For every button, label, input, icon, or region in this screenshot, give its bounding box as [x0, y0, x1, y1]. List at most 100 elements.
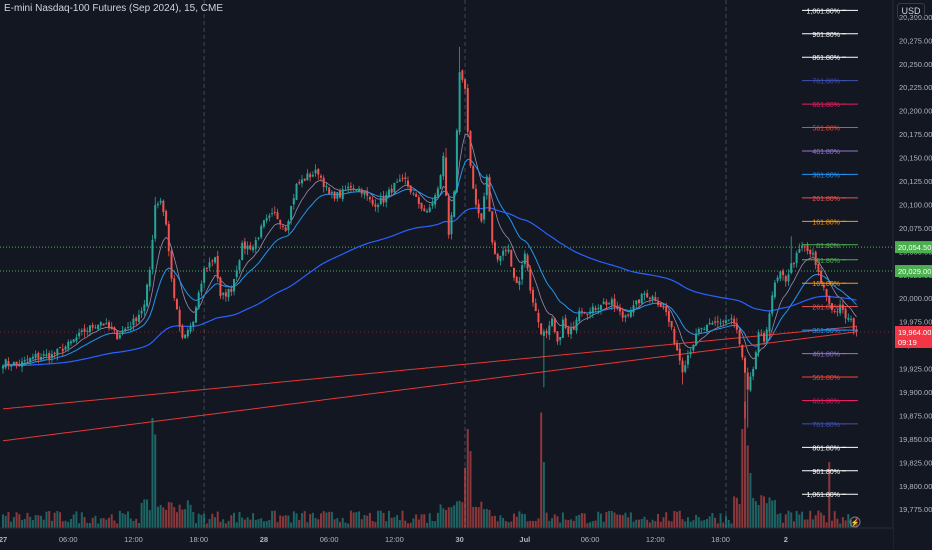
- volume-bar: [135, 518, 138, 528]
- candle-body: [618, 307, 621, 312]
- candle-body: [127, 326, 130, 328]
- volume-bar: [230, 515, 233, 528]
- candle-body: [559, 336, 562, 341]
- volume-bar: [684, 521, 687, 528]
- candle-body: [306, 173, 309, 181]
- volume-bar: [377, 510, 380, 528]
- fib-level-label: 961.80%: [812, 469, 840, 476]
- volume-bar: [284, 515, 287, 528]
- candle-body: [439, 175, 442, 190]
- volume-bar: [839, 523, 842, 528]
- candle-body: [768, 313, 771, 332]
- ma-100-line: [2, 207, 857, 367]
- candle-body: [377, 205, 380, 208]
- candle-body: [360, 189, 363, 194]
- candle-body: [784, 276, 787, 282]
- volume-bar: [719, 513, 722, 528]
- candle-body: [211, 260, 214, 262]
- volume-bar: [249, 519, 252, 528]
- candle-body: [561, 319, 564, 338]
- volume-bar: [455, 501, 458, 528]
- volume-bar: [254, 519, 257, 528]
- candle-body: [455, 130, 458, 192]
- volume-bar: [127, 511, 130, 528]
- volume-bar: [496, 521, 499, 528]
- candle-body: [803, 246, 806, 248]
- candle-body: [551, 318, 554, 326]
- candle-body: [194, 307, 197, 323]
- candle-body: [254, 240, 257, 249]
- candle-body: [423, 208, 426, 212]
- candle-body: [121, 330, 124, 334]
- volume-bar: [488, 509, 491, 528]
- volume-bar: [265, 520, 268, 528]
- candle-body: [828, 296, 831, 304]
- volume-bar: [69, 518, 72, 528]
- volume-bar: [651, 519, 654, 528]
- volume-bar: [795, 510, 798, 528]
- volume-bar: [844, 520, 847, 528]
- volume-bar: [716, 523, 719, 528]
- candle-body: [358, 188, 361, 192]
- candle-body: [53, 352, 56, 354]
- price-tick-label: 19,900.00: [899, 388, 932, 397]
- volume-bar: [205, 523, 208, 528]
- candle-body: [776, 277, 779, 281]
- volume-bar: [436, 512, 439, 528]
- volume-bar: [336, 518, 339, 528]
- candle-body: [733, 318, 736, 324]
- price-axis[interactable]: 20,300.00 20,275.00 20,250.00 20,225.00 20,2…: [892, 0, 932, 550]
- candle-body: [773, 282, 776, 298]
- candle-body: [34, 354, 37, 358]
- candle-body: [170, 250, 173, 279]
- candle-body: [91, 324, 94, 328]
- candle-body: [257, 237, 260, 239]
- volume-bar: [333, 519, 336, 528]
- time-tick-label: Jul: [519, 535, 530, 544]
- candle-body: [45, 354, 48, 356]
- volume-bar: [722, 522, 725, 528]
- price-tick-label: 19,850.00: [899, 435, 932, 444]
- volume-bar: [752, 498, 755, 528]
- volume-bar: [99, 518, 102, 528]
- candle-body: [415, 194, 418, 197]
- volume-bar: [512, 513, 515, 528]
- time-axis[interactable]: 27 06:00 12:00 18:00 28 06:00 12:00 30 Jul 06:00 1…: [0, 516, 893, 550]
- volume-bar: [763, 496, 766, 528]
- candle-body: [795, 252, 798, 264]
- volume-bar: [45, 511, 48, 528]
- candle-body: [746, 372, 749, 390]
- candle-body: [692, 344, 695, 351]
- volume-bar: [464, 467, 467, 528]
- candle-body: [262, 220, 265, 227]
- candle-body: [417, 197, 420, 205]
- volume-bar: [665, 512, 668, 528]
- volume-bar: [339, 522, 342, 528]
- candle-body: [798, 249, 801, 253]
- fibonacci-levels[interactable]: 1,061.80% 961.80% 861.80% 761.80% 661.80% 561…: [802, 8, 858, 499]
- volume-bar: [203, 514, 206, 528]
- candle-body: [113, 327, 116, 331]
- candle-body: [64, 346, 67, 350]
- price-tick-label: 19,800.00: [899, 482, 932, 491]
- currency-button[interactable]: USD: [897, 3, 925, 19]
- candle-body: [752, 369, 755, 377]
- volume-bar: [241, 517, 244, 528]
- candle-body: [801, 245, 804, 248]
- volume-bar: [790, 512, 793, 528]
- candle-body: [140, 310, 143, 314]
- candle-body: [635, 300, 638, 305]
- candle-body: [610, 299, 613, 305]
- candle-body: [719, 322, 722, 324]
- volume-bar: [575, 515, 578, 528]
- volume-bar: [629, 512, 632, 528]
- volume-bar: [480, 501, 483, 528]
- candle-body: [474, 188, 477, 205]
- candle-body: [523, 253, 526, 265]
- volume-bar: [608, 510, 611, 528]
- candle-body: [703, 329, 706, 331]
- volume-bar: [214, 517, 217, 528]
- candle-body: [480, 213, 483, 222]
- candle-body: [341, 189, 344, 200]
